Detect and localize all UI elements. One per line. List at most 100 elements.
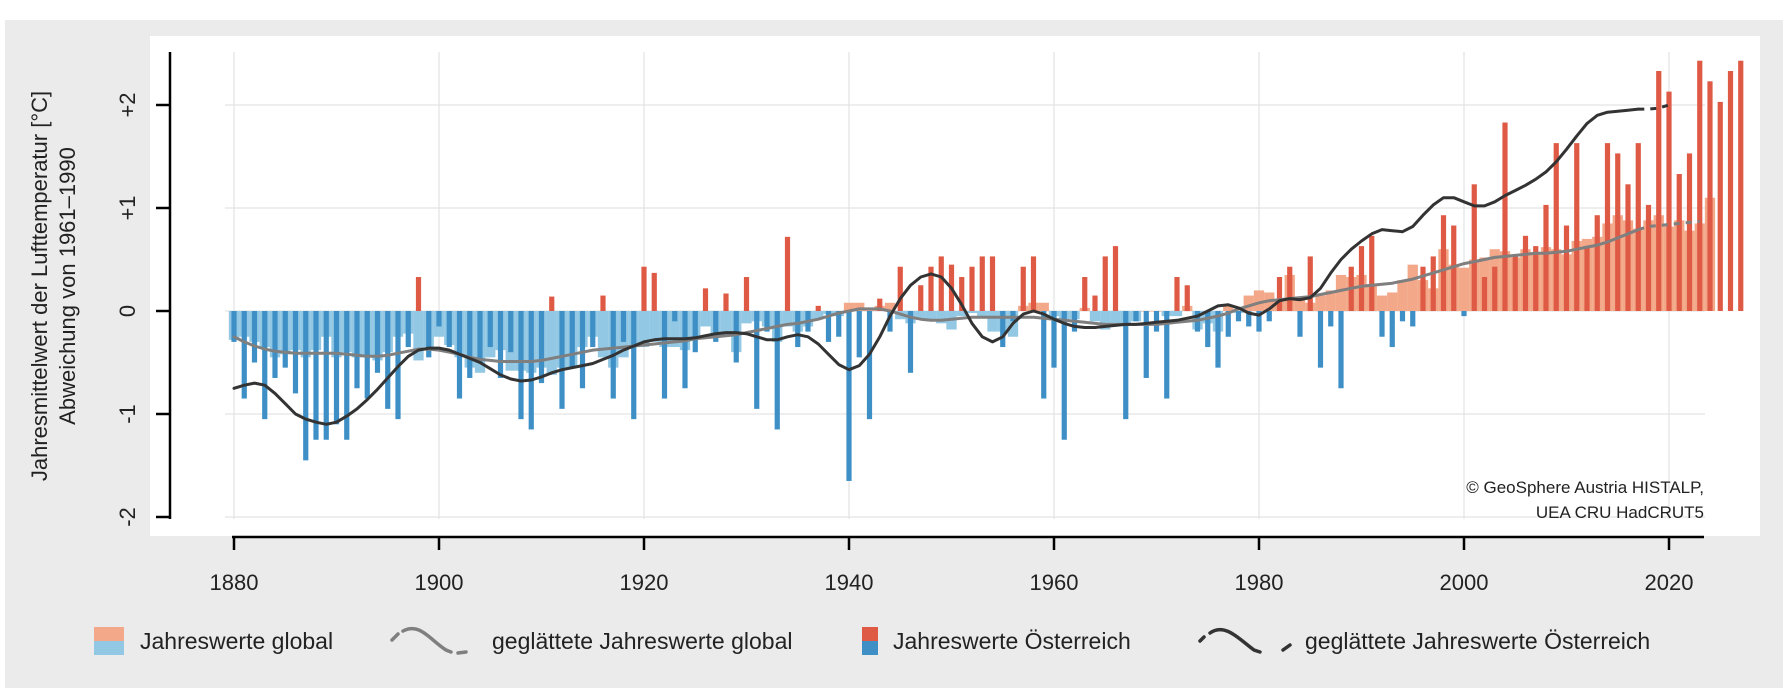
austria-bar-1929 xyxy=(733,311,739,363)
austria-bar-2020 xyxy=(1666,91,1672,311)
austria-bar-1912 xyxy=(559,311,565,409)
y-ticks: -2 -1 0 +1 +2 xyxy=(115,92,170,527)
austria-bar-1980 xyxy=(1256,311,1262,332)
global-bar-1954 xyxy=(987,311,998,332)
austria-bar-1903 xyxy=(467,311,473,378)
austria-bar-1982 xyxy=(1276,277,1283,311)
austria-bar-1905 xyxy=(487,311,493,348)
austria-bar-1983 xyxy=(1287,266,1293,311)
austria-bar-1943 xyxy=(877,298,883,311)
austria-bar-1935 xyxy=(795,311,801,348)
austria-bar-2015 xyxy=(1615,153,1621,311)
austria-bar-1997 xyxy=(1430,256,1436,311)
austria-bar-2016 xyxy=(1625,184,1631,311)
austria-bar-1890 xyxy=(333,311,340,425)
austria-bar-1975 xyxy=(1205,311,1211,348)
austria-bar-1913 xyxy=(569,311,575,368)
austria-bar-1919 xyxy=(631,311,637,420)
austria-bar-1900 xyxy=(436,311,442,327)
legend: Jahreswerte global geglättete Jahreswert… xyxy=(94,627,1650,655)
austria-bar-1966 xyxy=(1112,246,1119,311)
austria-bar-1907 xyxy=(508,311,514,353)
austria-bar-1971 xyxy=(1164,311,1170,399)
y-axis-label-line1: Jahresmittelwert der Lufttemperatur [°C] xyxy=(27,91,52,481)
austria-bar-1957 xyxy=(1020,266,1026,311)
austria-bar-1967 xyxy=(1123,311,1129,420)
global-bar-1979 xyxy=(1243,295,1254,311)
austria-bar-1961 xyxy=(1061,311,1067,440)
global-bar-1959 xyxy=(1038,302,1049,311)
austria-bar-1949 xyxy=(938,256,944,311)
austria-bar-1901 xyxy=(446,311,452,348)
austria-bar-1914 xyxy=(579,311,586,389)
legend-item-austria-bars: Jahreswerte Österreich xyxy=(862,627,1131,655)
austria-bar-2019 xyxy=(1656,71,1662,311)
smoothed-lines xyxy=(232,103,1700,426)
austria-bar-1947 xyxy=(918,285,924,311)
global-bar-1911 xyxy=(546,311,557,375)
axes xyxy=(168,52,1704,539)
austria-bar-1911 xyxy=(549,296,555,311)
legend-swatch-austria-cold xyxy=(862,641,878,655)
austria-bar-1952 xyxy=(969,266,975,311)
austria-bar-1951 xyxy=(959,277,965,311)
austria-bar-2004 xyxy=(1502,122,1508,311)
global-bar-1977 xyxy=(1223,305,1234,311)
global-bar-1993 xyxy=(1387,292,1398,311)
global-bar-1995 xyxy=(1407,264,1418,311)
austria-bar-1881 xyxy=(241,311,247,399)
legend-item-global-bars: Jahreswerte global xyxy=(94,627,333,655)
austria-bar-1930 xyxy=(743,277,750,311)
grid-lines xyxy=(225,52,1705,519)
global-bar-1951 xyxy=(956,311,967,317)
austria-bar-1918 xyxy=(620,311,627,342)
austria-bar-1904 xyxy=(477,311,483,363)
austria-bar-1994 xyxy=(1399,311,1406,322)
legend-label-austria-smooth: geglättete Jahreswerte Österreich xyxy=(1305,628,1650,654)
credit-line-1: © GeoSphere Austria HISTALP, xyxy=(1466,478,1704,497)
global-bar-1964 xyxy=(1089,311,1101,322)
austria-bar-1938 xyxy=(825,311,832,342)
global-bar-1988 xyxy=(1335,274,1347,311)
austria-bar-1965 xyxy=(1102,256,1108,311)
austria-bar-1963 xyxy=(1082,277,1088,311)
global-bar-1937 xyxy=(813,311,824,320)
y-axis-label-line2: Abweichung von 1961–1990 xyxy=(55,147,80,425)
austria-bar-1976 xyxy=(1215,311,1221,368)
austria-bar-1891 xyxy=(344,311,350,440)
austria-bar-1978 xyxy=(1235,311,1242,322)
austria-bar-2022 xyxy=(1686,153,1693,311)
global-bar-2000 xyxy=(1458,267,1470,311)
austria-bar-1977 xyxy=(1225,311,1231,337)
x-tick-label: 1940 xyxy=(825,570,874,595)
austria-bar-1955 xyxy=(1000,311,1006,348)
credit-line-2: UEA CRU HadCRUT5 xyxy=(1536,503,1704,522)
austria-bar-2012 xyxy=(1584,246,1590,311)
austria-bar-1933 xyxy=(774,311,780,430)
global-bar-1898 xyxy=(413,311,424,361)
global-bar-1966 xyxy=(1110,311,1121,327)
global-bar-1934 xyxy=(782,311,793,327)
austria-bar-2010 xyxy=(1563,225,1570,311)
austria-bar-1984 xyxy=(1297,311,1303,337)
global-bar-1952 xyxy=(966,311,978,314)
global-bar-1916 xyxy=(597,311,609,358)
global-bar-1980 xyxy=(1253,290,1265,311)
y-tick-label: -1 xyxy=(115,404,140,424)
austria-bar-2002 xyxy=(1481,277,1488,311)
austria-bar-1948 xyxy=(928,266,934,311)
austria-bar-2001 xyxy=(1471,184,1477,311)
austria-bar-1990 xyxy=(1358,246,1365,311)
austria-bar-1884 xyxy=(272,311,278,378)
global-bar-1921 xyxy=(649,311,660,342)
legend-label-austria-bars: Jahreswerte Österreich xyxy=(893,628,1131,654)
austria-bar-2017 xyxy=(1635,143,1641,311)
legend-swatch-global-warm xyxy=(94,627,124,641)
austria-bar-1953 xyxy=(979,256,985,311)
austria-bar-1969 xyxy=(1143,311,1149,378)
austria-bar-1939 xyxy=(836,311,842,337)
austria-bar-1897 xyxy=(405,311,411,348)
austria-bar-2023 xyxy=(1697,60,1703,312)
global-bar-1965 xyxy=(1100,311,1111,330)
legend-line-austria-smooth xyxy=(1198,627,1292,654)
